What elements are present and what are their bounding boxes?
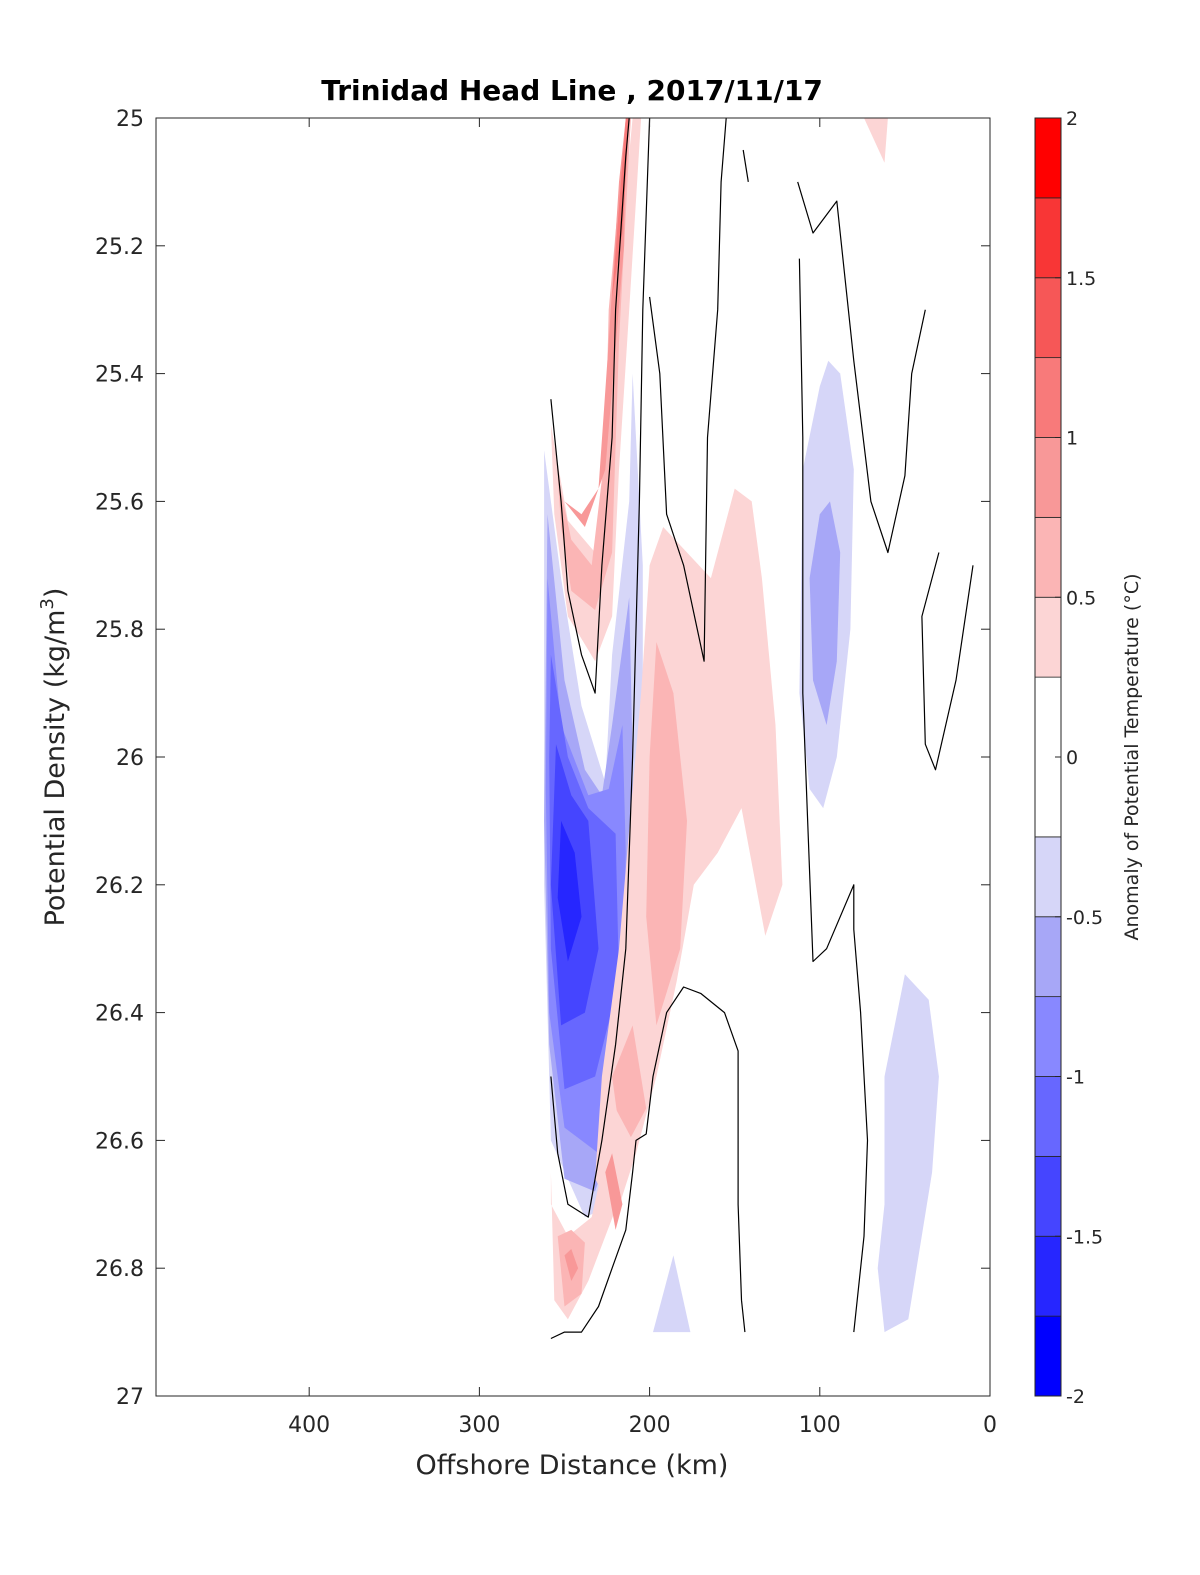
y-tick-label-25.6: 25.6 (95, 490, 144, 515)
y-tick-label-26.8: 26.8 (95, 1257, 144, 1282)
zero-contour-line-3 (649, 118, 727, 662)
colorbar-tick-label-0.5: 0.5 (1066, 587, 1096, 609)
zero-contour-line-1 (550, 118, 651, 1218)
contour-region-warm-band-10 (595, 488, 783, 1218)
colorbar-tick-label--1.5: -1.5 (1066, 1226, 1103, 1248)
zero-contour-line-6 (798, 258, 869, 1333)
y-tick-label-26: 26 (116, 746, 144, 771)
y-axis-title-main: Potential Density (kg/m (40, 610, 71, 927)
colorbar-tick-label--1: -1 (1066, 1067, 1085, 1089)
x-tick-label-200: 200 (629, 1413, 671, 1438)
y-tick-label-25.8: 25.8 (95, 618, 144, 643)
colorbar-level-13 (1034, 197, 1062, 279)
contour-region-east-cold-deep-19 (877, 974, 939, 1333)
contour-region-cold-core-5 (557, 820, 582, 962)
y-axis-title: Potential Density (kg/m3) (37, 588, 71, 927)
x-axis-title: Offshore Distance (km) (416, 1450, 729, 1481)
y-axis-title-end: ) (40, 588, 71, 599)
y-tick-label-25.4: 25.4 (95, 363, 144, 388)
contour-region-bottom-warm-15 (564, 1249, 579, 1281)
colorbar-level-10 (1034, 437, 1062, 518)
x-axis: 400 300 200 100 0 (288, 118, 997, 1438)
colorbar-tick-label-0: 0 (1066, 747, 1078, 769)
chart-title: Trinidad Head Line , 2017/11/17 (321, 74, 823, 107)
y-axis-title-sup: 3 (37, 598, 58, 609)
y-tick-label-25: 25 (116, 107, 144, 132)
colorbar-level-6 (1034, 836, 1062, 918)
colorbar-label: Anomaly of Potential Temperature (°C) (1121, 574, 1143, 941)
colorbar-level-12 (1034, 277, 1062, 359)
colorbar-level-5 (1034, 916, 1062, 998)
y-tick-label-25.2: 25.2 (95, 235, 144, 260)
x-tick-label-0: 0 (983, 1413, 997, 1438)
contour-lines (550, 118, 974, 1340)
y-tick-label-27: 27 (116, 1385, 144, 1410)
colorbar-level-14 (1034, 117, 1062, 199)
colorbar-level-0 (1034, 1315, 1062, 1397)
contour-region-warm-band-11 (646, 642, 687, 1026)
x-tick-label-100: 100 (799, 1413, 841, 1438)
zero-contour-line-5 (797, 181, 926, 554)
y-tick-label-26.6: 26.6 (95, 1129, 144, 1154)
colorbar-tick-label-2: 2 (1066, 108, 1078, 130)
colorbar-tick-label--0.5: -0.5 (1066, 907, 1103, 929)
contour-region-bottom-warm-16 (605, 1153, 623, 1230)
contour-fills (544, 118, 939, 1333)
contour-region-top-warm-21 (864, 118, 888, 163)
y-axis: 25 25.2 25.4 25.6 25.8 26 26.2 26.4 26.6 26.8 27 (95, 107, 990, 1410)
colorbar: 2 1.5 1 0.5 0 -0.5 -1 -1.5 -2 (1034, 108, 1103, 1408)
contour-region-bottom-cold-20 (653, 1255, 691, 1333)
colorbar-level-3 (1034, 1076, 1062, 1157)
colorbar-level-9 (1034, 516, 1062, 598)
x-tick-label-400: 400 (288, 1413, 330, 1438)
zero-contour-line-2 (550, 986, 746, 1340)
colorbar-level-2 (1034, 1155, 1062, 1237)
y-tick-label-26.2: 26.2 (95, 874, 144, 899)
colorbar-level-8 (1034, 596, 1062, 678)
zero-contour-line-4 (742, 149, 749, 182)
colorbar-level-11 (1034, 357, 1062, 438)
contour-region-warm-tongue-7 (557, 118, 631, 610)
contour-region-east-cold-18 (809, 501, 841, 725)
contour-region-warm-tongue-8 (564, 118, 626, 527)
colorbar-level-4 (1034, 996, 1062, 1077)
zero-contour-line-0 (550, 118, 630, 694)
x-tick-label-300: 300 (458, 1413, 500, 1438)
colorbar-tick-label-1.5: 1.5 (1066, 268, 1096, 290)
zero-contour-line-7 (921, 552, 974, 771)
colorbar-tick-label-1: 1 (1066, 428, 1078, 450)
colorbar-level-1 (1034, 1235, 1062, 1317)
colorbar-tick-label--2: -2 (1066, 1386, 1085, 1408)
y-tick-label-26.4: 26.4 (95, 1002, 144, 1027)
